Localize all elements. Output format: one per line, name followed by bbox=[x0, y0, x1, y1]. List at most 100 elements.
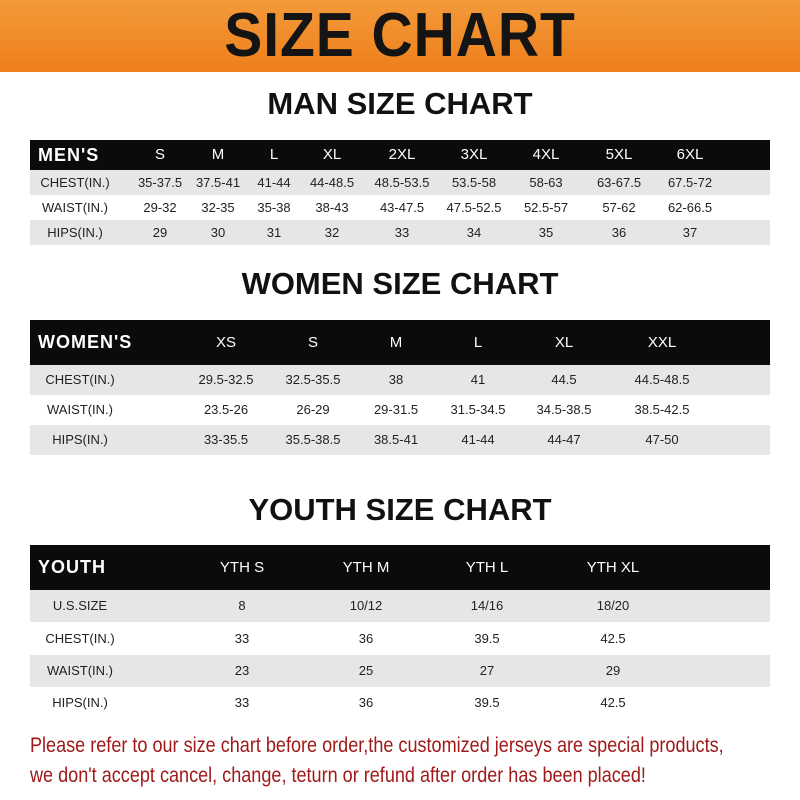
table-row: HIPS(IN.) 33 36 39.5 42.5 bbox=[30, 687, 770, 718]
table-cell: 36 bbox=[358, 695, 374, 710]
table-cell: 18/20 bbox=[596, 598, 630, 613]
table-cell: 32.5-35.5 bbox=[285, 372, 341, 387]
youth-size-table: YOUTH YTH S YTH M YTH L YTH XL U.S.SIZE 8 10/12… bbox=[30, 545, 770, 718]
table-cell: 38.5-42.5 bbox=[634, 402, 690, 417]
table-cell: 57-62 bbox=[602, 200, 636, 215]
table-header-row: WOMEN'S XS S M L XL XXL bbox=[30, 320, 770, 365]
size-header: YTH L bbox=[465, 559, 509, 576]
men-title: MAN SIZE CHART bbox=[267, 86, 533, 121]
notice-line-2: we don't accept cancel, change, teturn o… bbox=[30, 764, 646, 787]
table-cell: 63-67.5 bbox=[596, 175, 642, 190]
table-cell: 14/16 bbox=[470, 598, 504, 613]
table-cell: 41 bbox=[470, 372, 486, 387]
table-cell: 32 bbox=[324, 225, 340, 240]
table-title-cell: WOMEN'S bbox=[38, 332, 133, 352]
table-cell: 62-66.5 bbox=[667, 200, 713, 215]
table-cell: 33 bbox=[394, 225, 410, 240]
row-label: HIPS(IN.) bbox=[52, 432, 108, 447]
size-header: YTH S bbox=[219, 559, 265, 576]
table-cell: 39.5 bbox=[474, 631, 500, 646]
size-header: M bbox=[211, 146, 225, 163]
table-cell: 26-29 bbox=[296, 402, 330, 417]
table-row: U.S.SIZE 8 10/12 14/16 18/20 bbox=[30, 590, 770, 622]
row-label: U.S.SIZE bbox=[52, 598, 108, 613]
table-cell: 44.5-48.5 bbox=[634, 372, 690, 387]
row-label: WAIST(IN.) bbox=[47, 663, 113, 678]
size-header: 6XL bbox=[676, 146, 704, 163]
table-cell: 32-35 bbox=[201, 200, 235, 215]
table-cell: 29.5-32.5 bbox=[198, 372, 254, 387]
size-header: 4XL bbox=[532, 146, 560, 163]
row-label: HIPS(IN.) bbox=[52, 695, 108, 710]
table-cell: 41-44 bbox=[257, 175, 291, 190]
women-size-table: WOMEN'S XS S M L XL XXL CHEST(IN.) 29.5-32.5 32.5… bbox=[30, 320, 770, 455]
row-label: CHEST(IN.) bbox=[40, 175, 110, 190]
table-row: WAIST(IN.) 23 25 27 29 bbox=[30, 655, 770, 687]
table-cell: 31 bbox=[266, 225, 282, 240]
size-header: S bbox=[307, 334, 319, 351]
table-cell: 44.5 bbox=[551, 372, 577, 387]
table-cell: 37 bbox=[682, 225, 698, 240]
table-cell: 53.5-58 bbox=[451, 175, 497, 190]
banner-title: SIZE CHART bbox=[224, 1, 576, 70]
table-cell: 48.5-53.5 bbox=[374, 175, 430, 190]
table-cell: 35 bbox=[538, 225, 554, 240]
table-cell: 67.5-72 bbox=[667, 175, 713, 190]
size-header: S bbox=[154, 146, 166, 163]
size-header: 2XL bbox=[388, 146, 416, 163]
banner: SIZE CHART bbox=[0, 0, 800, 72]
size-header: YTH XL bbox=[586, 559, 640, 576]
table-row: CHEST(IN.) 29.5-32.5 32.5-35.5 38 41 44.5 44.5… bbox=[30, 365, 770, 395]
table-cell: 10/12 bbox=[349, 598, 383, 613]
table-row: WAIST(IN.) 29-32 32-35 35-38 38-43 43-47.5 47.… bbox=[30, 195, 770, 220]
table-cell: 27 bbox=[479, 663, 495, 678]
table-cell: 29-32 bbox=[143, 200, 177, 215]
table-cell: 33 bbox=[234, 695, 250, 710]
table-cell: 23 bbox=[234, 663, 250, 678]
table-cell: 44-47 bbox=[547, 432, 581, 447]
table-cell: 29 bbox=[605, 663, 621, 678]
size-header: XL bbox=[554, 334, 574, 351]
row-label: CHEST(IN.) bbox=[45, 372, 115, 387]
table-cell: 42.5 bbox=[600, 695, 626, 710]
table-cell: 8 bbox=[238, 598, 246, 613]
table-cell: 31.5-34.5 bbox=[450, 402, 506, 417]
size-header: 5XL bbox=[605, 146, 633, 163]
row-label: WAIST(IN.) bbox=[47, 402, 113, 417]
table-row: HIPS(IN.) 29 30 31 32 33 34 35 36 37 bbox=[30, 220, 770, 245]
table-cell: 38 bbox=[388, 372, 404, 387]
table-cell: 35.5-38.5 bbox=[285, 432, 341, 447]
table-cell: 41-44 bbox=[461, 432, 495, 447]
table-cell: 30 bbox=[210, 225, 226, 240]
table-row: CHEST(IN.) 35-37.5 37.5-41 41-44 44-48.5 48.5… bbox=[30, 170, 770, 195]
table-cell: 43-47.5 bbox=[379, 200, 425, 215]
size-header: YTH M bbox=[342, 559, 390, 576]
table-cell: 36 bbox=[611, 225, 627, 240]
table-cell: 44-48.5 bbox=[309, 175, 355, 190]
notice-line-1: Please refer to our size chart before or… bbox=[30, 734, 724, 757]
table-cell: 58-63 bbox=[529, 175, 563, 190]
table-cell: 23.5-26 bbox=[203, 402, 249, 417]
table-cell: 33-35.5 bbox=[203, 432, 249, 447]
table-cell: 47.5-52.5 bbox=[446, 200, 502, 215]
table-cell: 29 bbox=[152, 225, 168, 240]
table-row: HIPS(IN.) 33-35.5 35.5-38.5 38.5-41 41-44 44-… bbox=[30, 425, 770, 455]
size-header: M bbox=[389, 334, 403, 351]
table-title-cell: MEN'S bbox=[38, 145, 100, 165]
size-header: L bbox=[269, 146, 279, 163]
size-header: 3XL bbox=[460, 146, 488, 163]
table-cell: 37.5-41 bbox=[195, 175, 241, 190]
size-header: XS bbox=[215, 334, 237, 351]
table-cell: 35-38 bbox=[257, 200, 291, 215]
table-cell: 29-31.5 bbox=[373, 402, 419, 417]
table-title-cell: YOUTH bbox=[38, 557, 106, 577]
table-cell: 52.5-57 bbox=[523, 200, 569, 215]
table-header-row: MEN'S S M L XL 2XL 3XL 4XL 5XL 6XL bbox=[30, 140, 770, 170]
table-header-row: YOUTH YTH S YTH M YTH L YTH XL bbox=[30, 545, 770, 590]
row-label: HIPS(IN.) bbox=[47, 225, 103, 240]
row-label: WAIST(IN.) bbox=[42, 200, 108, 215]
size-header: XXL bbox=[647, 334, 677, 351]
table-cell: 39.5 bbox=[474, 695, 500, 710]
size-header: L bbox=[473, 334, 483, 351]
table-row: WAIST(IN.) 23.5-26 26-29 29-31.5 31.5-34.5 34… bbox=[30, 395, 770, 425]
